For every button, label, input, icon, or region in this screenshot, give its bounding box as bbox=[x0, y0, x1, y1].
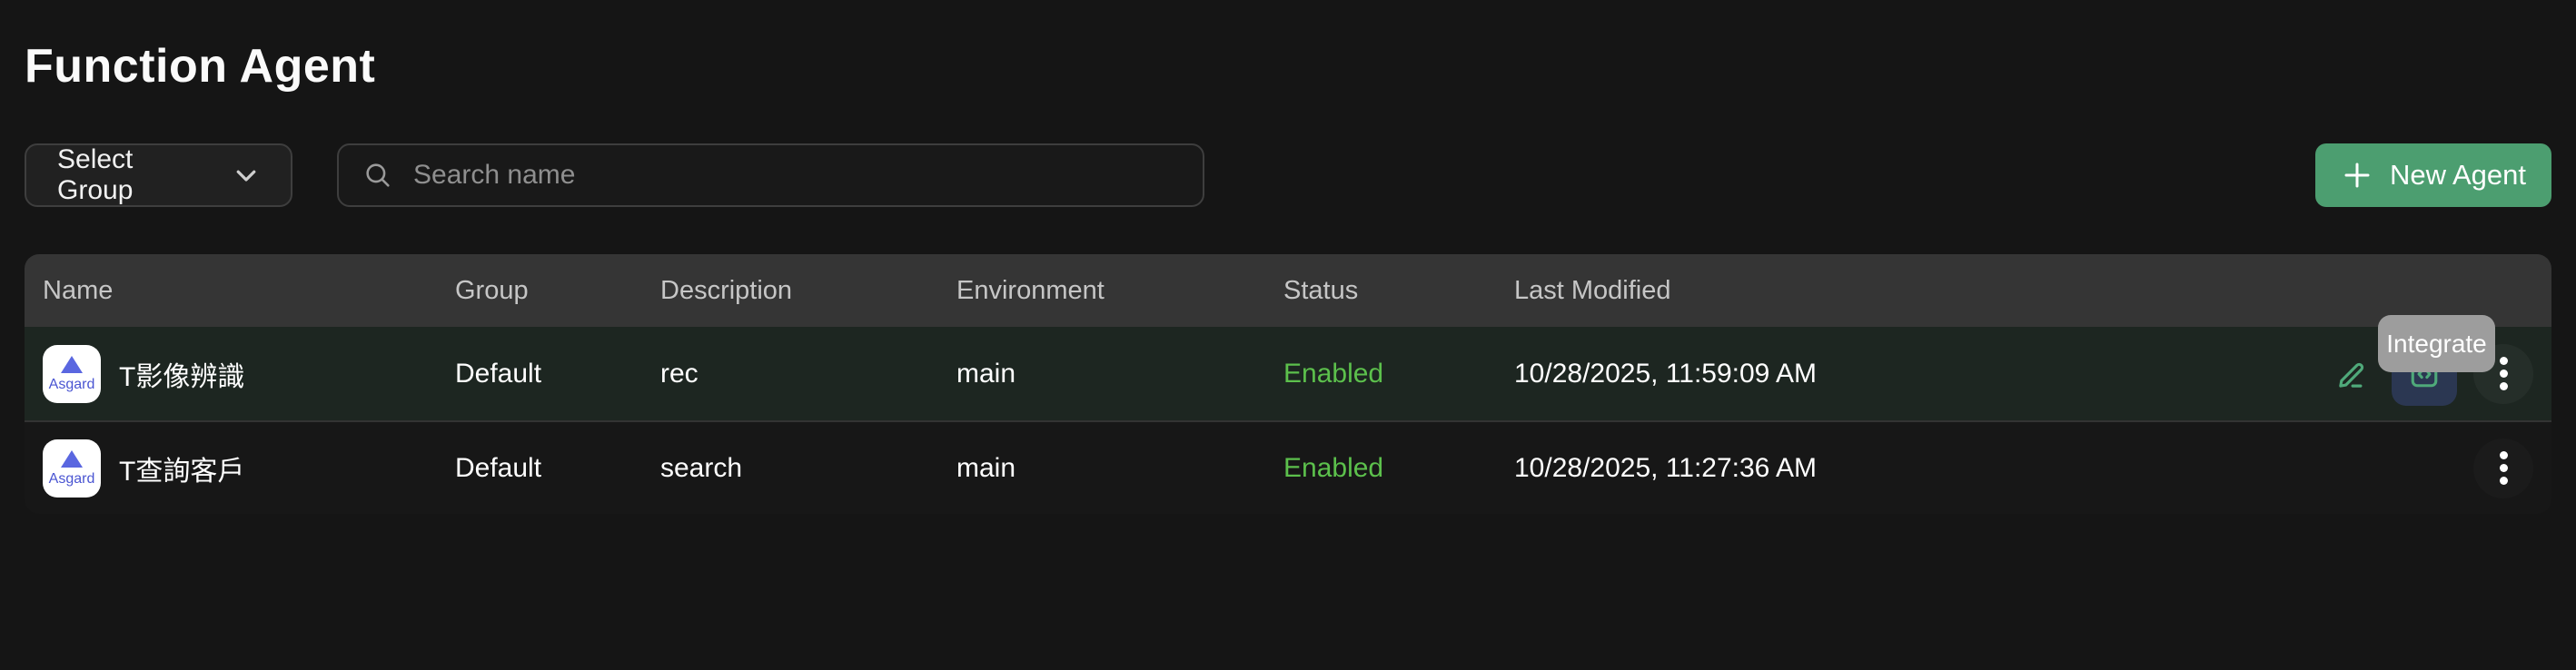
avatar-label: Asgard bbox=[48, 376, 95, 392]
kebab-menu-icon bbox=[2499, 451, 2508, 459]
avatar: Asgard bbox=[43, 344, 101, 403]
select-group-label: Select Group bbox=[57, 144, 134, 205]
new-agent-button[interactable]: New Agent bbox=[2315, 143, 2551, 207]
agent-name: T查詢客戶 bbox=[119, 456, 245, 487]
agent-last-modified: 10/28/2025, 11:27:36 AM bbox=[1514, 452, 1818, 483]
column-header-group: Group bbox=[455, 275, 529, 305]
asgard-triangle-icon bbox=[61, 355, 83, 373]
function-agent-page: Function Agent Select Group New Agent Na… bbox=[0, 40, 2576, 514]
column-header-name: Name bbox=[43, 275, 114, 305]
agent-group: Default bbox=[455, 358, 542, 389]
table-row[interactable]: Asgard T影像辨識 Default rec main Enabled 10… bbox=[25, 327, 2551, 420]
new-agent-label: New Agent bbox=[2390, 159, 2526, 191]
table-row[interactable]: Asgard T查詢客戶 Default search main Enabled… bbox=[25, 420, 2551, 514]
agent-name-cell: Asgard T查詢客戶 bbox=[43, 438, 455, 498]
agent-last-modified: 10/28/2025, 11:59:09 AM bbox=[1514, 358, 1818, 389]
agent-name-cell: Asgard T影像辨識 bbox=[43, 344, 455, 403]
avatar-label: Asgard bbox=[48, 470, 95, 487]
search-input[interactable] bbox=[413, 160, 1179, 191]
column-header-last-modified: Last Modified bbox=[1514, 275, 1671, 305]
avatar: Asgard bbox=[43, 438, 101, 498]
plus-icon bbox=[2341, 159, 2373, 192]
status-badge: Enabled bbox=[1283, 452, 1384, 483]
page-title: Function Agent bbox=[25, 40, 376, 93]
chevron-down-icon bbox=[233, 162, 260, 189]
integrate-tooltip: Integrate bbox=[2378, 315, 2495, 372]
kebab-menu-icon bbox=[2499, 357, 2508, 365]
agent-name: T影像辨識 bbox=[119, 361, 245, 392]
column-header-status: Status bbox=[1283, 275, 1359, 305]
select-group-dropdown[interactable]: Select Group bbox=[25, 143, 292, 207]
agent-description: search bbox=[660, 452, 743, 483]
column-header-description: Description bbox=[660, 275, 793, 305]
column-header-environment: Environment bbox=[956, 275, 1105, 305]
status-badge: Enabled bbox=[1283, 358, 1384, 389]
agents-table: Name Group Description Environment Statu… bbox=[25, 254, 2551, 514]
agent-environment: main bbox=[956, 358, 1016, 389]
edit-button[interactable] bbox=[2332, 352, 2375, 396]
agent-environment: main bbox=[956, 452, 1016, 483]
asgard-triangle-icon bbox=[61, 449, 83, 468]
table-header-row: Name Group Description Environment Statu… bbox=[25, 254, 2551, 327]
search-icon bbox=[362, 160, 393, 191]
pencil-icon bbox=[2334, 355, 2373, 393]
search-box[interactable] bbox=[337, 143, 1204, 207]
tooltip-text: Integrate bbox=[2386, 329, 2487, 358]
agent-group: Default bbox=[455, 452, 542, 483]
agent-description: rec bbox=[660, 358, 698, 389]
toolbar: Select Group New Agent bbox=[25, 143, 2551, 207]
row-actions bbox=[2089, 438, 2533, 498]
more-menu-button[interactable] bbox=[2473, 438, 2533, 498]
